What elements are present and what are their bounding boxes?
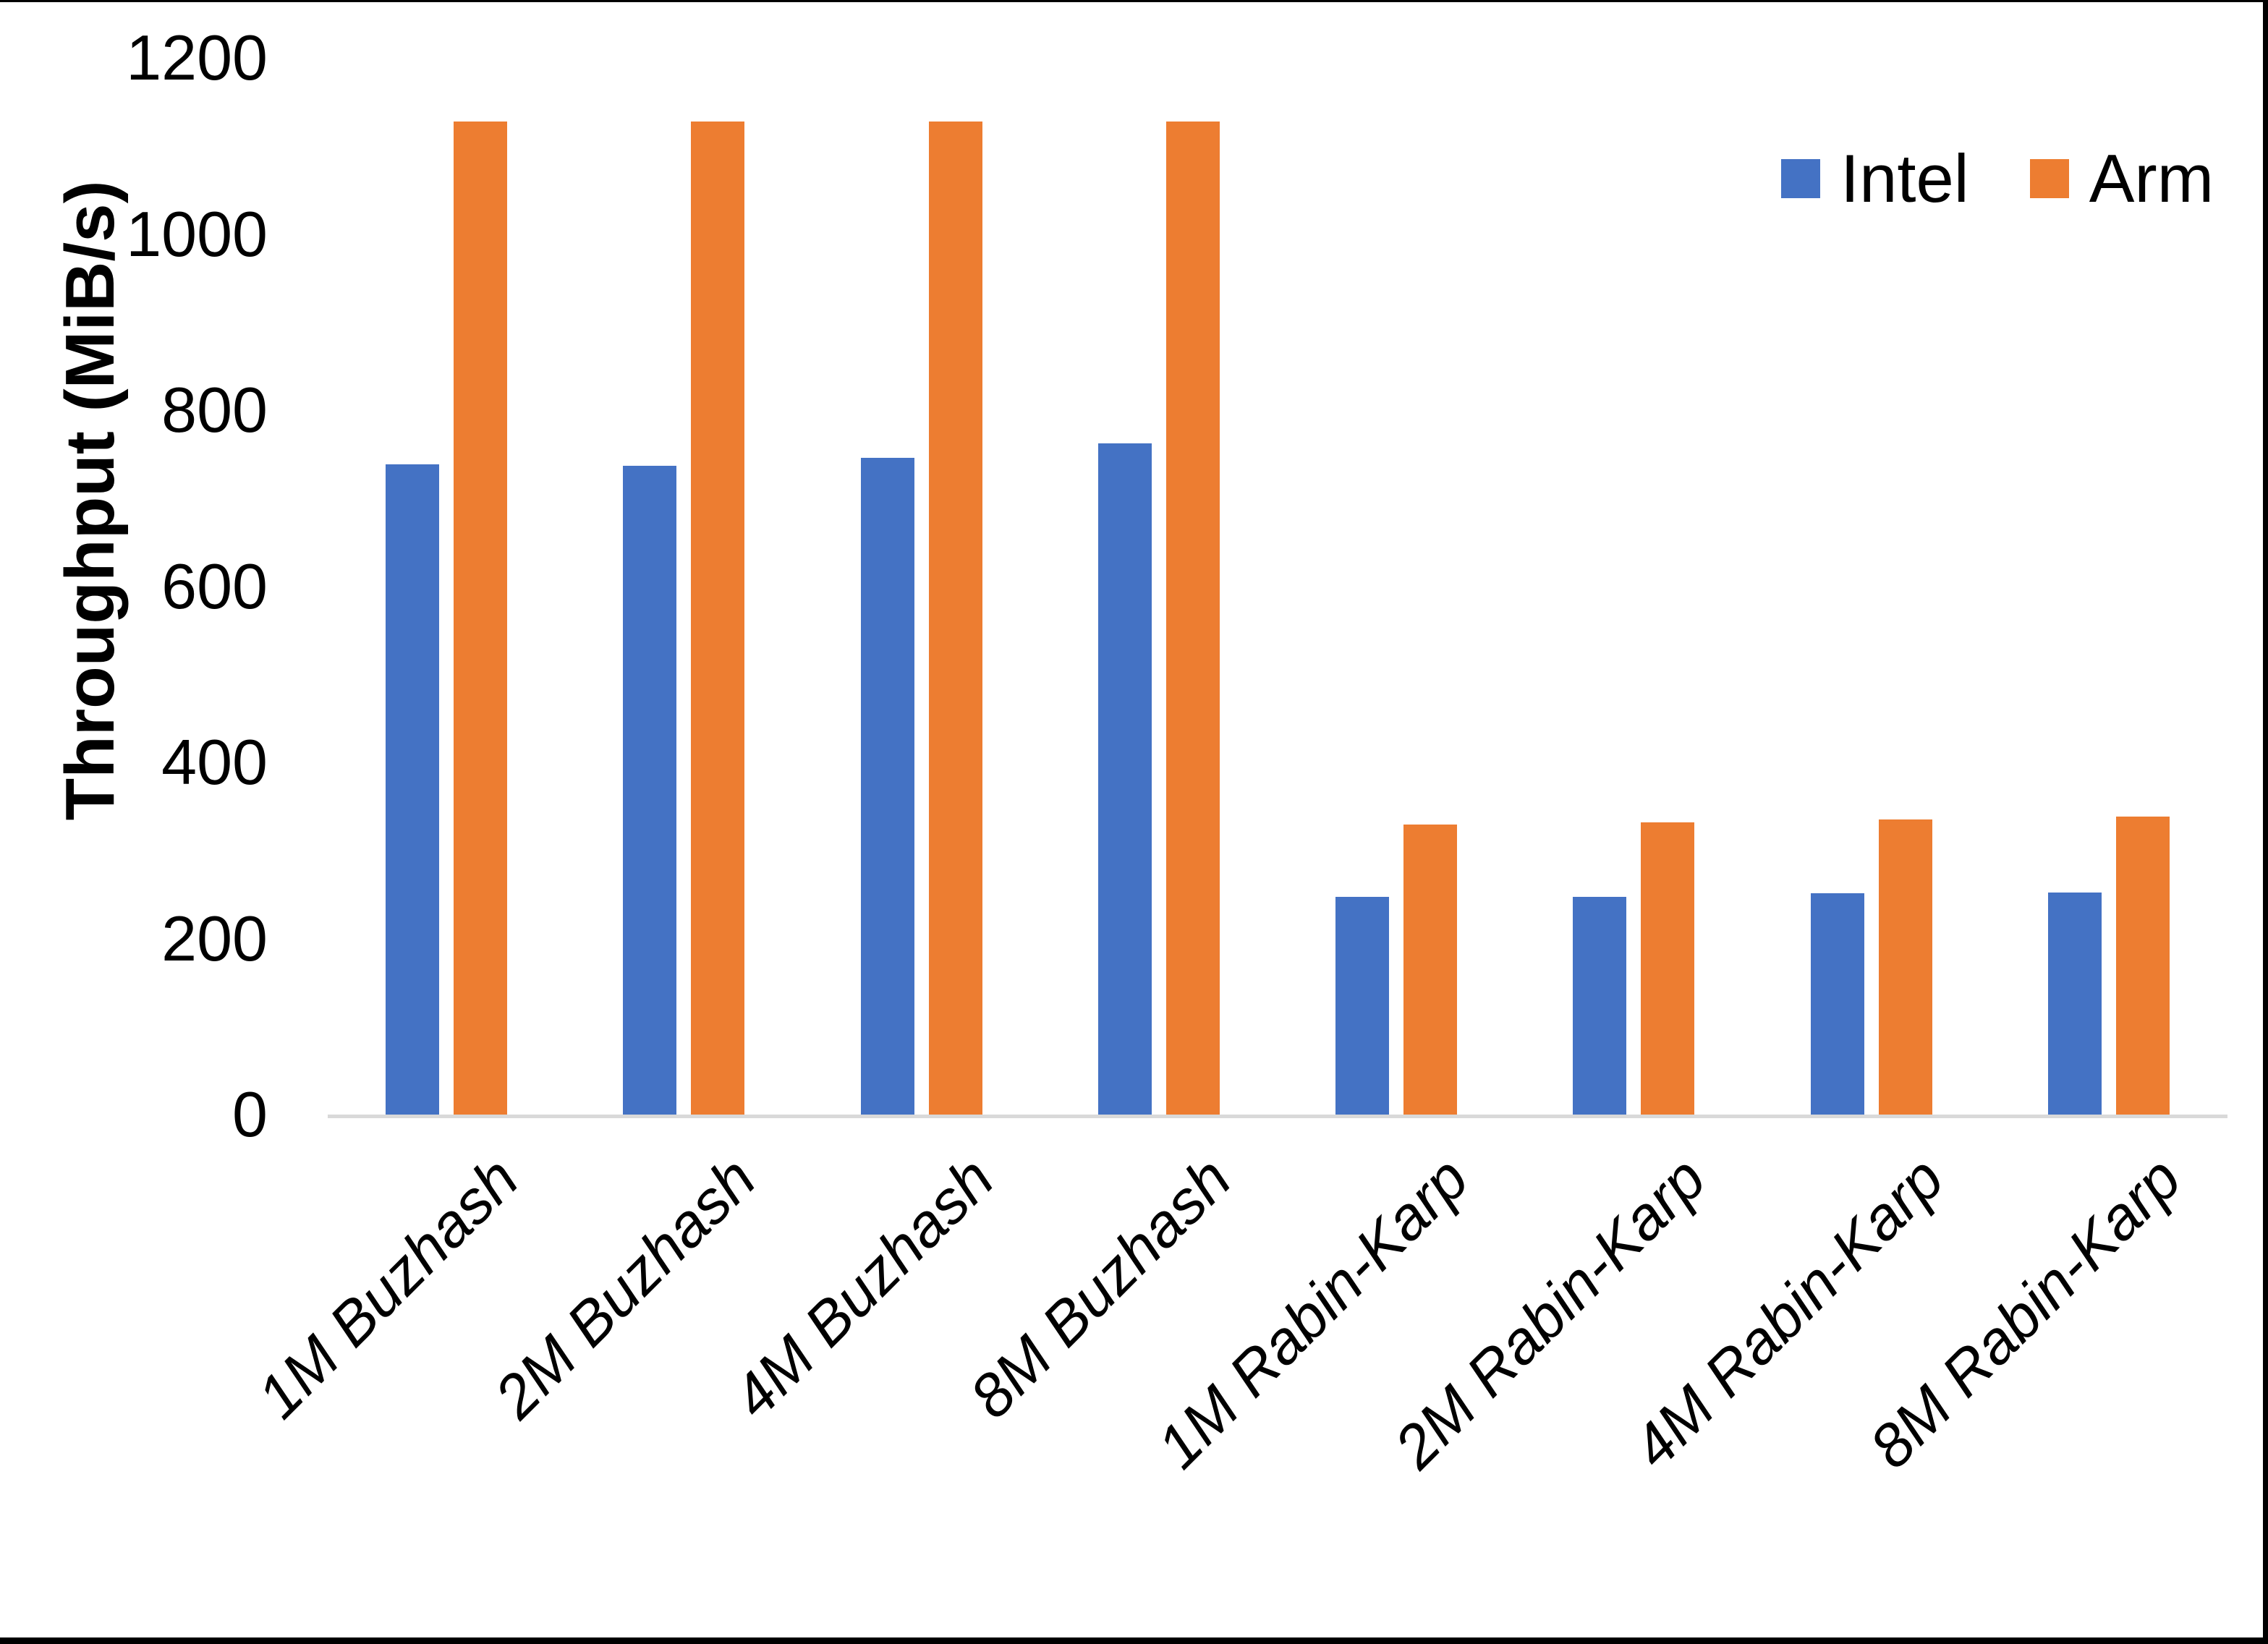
x-label-1m-buzhash: 1M Buzhash xyxy=(244,1143,532,1431)
bar-arm-8m-rabin-karp xyxy=(2116,817,2170,1115)
bar-arm-1m-buzhash xyxy=(454,122,507,1115)
y-tick-label-1200: 1200 xyxy=(126,22,268,93)
bar-intel-8m-buzhash xyxy=(1098,443,1152,1115)
bar-intel-2m-buzhash xyxy=(623,466,676,1115)
bar-intel-8m-rabin-karp xyxy=(2048,893,2102,1115)
y-tick-label-1000: 1000 xyxy=(126,197,268,270)
plot-area xyxy=(328,58,2227,1118)
bar-intel-2m-rabin-karp xyxy=(1573,897,1626,1115)
frame-border-right xyxy=(2263,0,2268,1644)
y-tick-label-200: 200 xyxy=(161,902,268,974)
legend-label-intel: Intel xyxy=(1840,140,1969,216)
bar-arm-1m-rabin-karp xyxy=(1403,825,1457,1115)
x-label-2m-buzhash: 2M Buzhash xyxy=(481,1143,769,1431)
legend-label-arm: Arm xyxy=(2089,140,2214,216)
x-label-4m-buzhash: 4M Buzhash xyxy=(719,1143,1006,1431)
legend-swatch-intel xyxy=(1781,159,1820,198)
bar-arm-8m-buzhash xyxy=(1166,122,1220,1115)
legend-item-arm: Arm xyxy=(2029,140,2214,216)
bar-arm-2m-rabin-karp xyxy=(1641,822,1694,1115)
bar-intel-4m-rabin-karp xyxy=(1811,893,1864,1115)
bar-intel-1m-buzhash xyxy=(386,464,439,1115)
y-tick-label-600: 600 xyxy=(161,550,268,622)
bar-arm-4m-rabin-karp xyxy=(1879,819,1932,1115)
x-label-2m-rabin-karp: 2M Rabin-Karp xyxy=(1381,1143,1719,1481)
x-axis-line xyxy=(328,1115,2227,1118)
bar-arm-2m-buzhash xyxy=(691,122,744,1115)
legend: Intel Arm xyxy=(1781,145,2214,213)
bar-intel-1m-rabin-karp xyxy=(1335,897,1389,1115)
y-tick-label-400: 400 xyxy=(161,726,268,798)
x-label-4m-rabin-karp: 4M Rabin-Karp xyxy=(1618,1143,1956,1481)
x-label-8m-rabin-karp: 8M Rabin-Karp xyxy=(1856,1143,2194,1481)
frame-border-top xyxy=(0,0,2268,2)
bar-intel-4m-buzhash xyxy=(861,458,914,1115)
bar-arm-4m-buzhash xyxy=(929,122,982,1115)
x-label-8m-buzhash: 8M Buzhash xyxy=(956,1143,1244,1431)
y-tick-label-0: 0 xyxy=(232,1078,268,1150)
legend-item-intel: Intel xyxy=(1781,145,1969,213)
x-label-1m-rabin-karp: 1M Rabin-Karp xyxy=(1144,1143,1482,1481)
legend-swatch-arm xyxy=(2029,159,2069,198)
y-axis-title: Throughput (MiB/s) xyxy=(51,180,129,821)
y-tick-label-800: 800 xyxy=(161,374,268,446)
frame-border-bottom xyxy=(0,1637,2268,1644)
